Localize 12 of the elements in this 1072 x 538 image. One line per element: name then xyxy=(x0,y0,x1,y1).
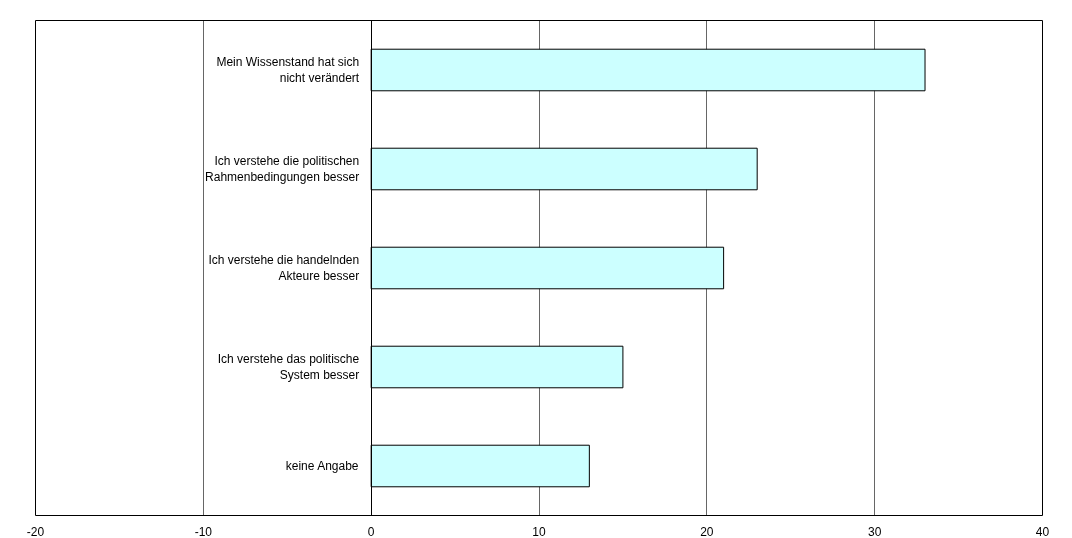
x-tick-label: 30 xyxy=(867,524,882,538)
y-tick-label: Ich verstehe die handelnden Akteure besser xyxy=(208,252,360,284)
y-tick-label: Ich verstehe das politische System besser xyxy=(217,351,360,383)
y-tick-label: Mein Wissenstand hat sich nicht verändert xyxy=(216,54,360,86)
x-tick-label: 0 xyxy=(367,524,375,538)
x-tick-label: 40 xyxy=(1035,524,1050,538)
x-tick-label: -20 xyxy=(26,524,45,538)
x-tick-label: 10 xyxy=(532,524,546,538)
y-tick-label: Ich verstehe die politischen Rahmenbedingungen besser xyxy=(205,153,360,185)
y-tick-label: keine Angabe xyxy=(285,459,359,473)
x-tick-label: 20 xyxy=(700,524,714,538)
x-tick-label: -10 xyxy=(194,524,213,538)
